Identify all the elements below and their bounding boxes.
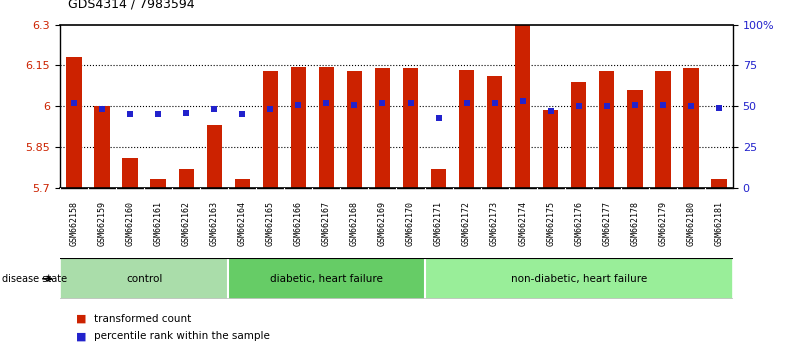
Point	[179, 110, 193, 115]
Text: GSM662165: GSM662165	[266, 200, 275, 246]
Text: GSM662172: GSM662172	[462, 200, 471, 246]
Bar	[228, 258, 425, 299]
Text: GSM662180: GSM662180	[686, 200, 695, 246]
Bar	[291, 67, 306, 188]
Point	[657, 102, 670, 107]
Text: GSM662167: GSM662167	[322, 200, 331, 246]
Bar	[235, 179, 250, 188]
Text: GSM662173: GSM662173	[490, 200, 499, 246]
Point	[517, 98, 529, 104]
Bar	[263, 72, 278, 188]
Text: GSM662168: GSM662168	[350, 200, 359, 246]
Point	[545, 108, 557, 114]
Bar	[66, 57, 82, 188]
Bar	[151, 179, 166, 188]
Point	[433, 115, 445, 120]
Bar	[683, 68, 698, 188]
Point	[572, 103, 585, 109]
Text: non-diabetic, heart failure: non-diabetic, heart failure	[510, 274, 647, 284]
Bar	[347, 71, 362, 188]
Text: disease state: disease state	[2, 274, 67, 284]
Bar	[599, 72, 614, 188]
Bar	[425, 258, 733, 299]
Bar	[627, 90, 642, 188]
Bar	[711, 179, 727, 188]
Point	[460, 100, 473, 106]
Text: GSM662160: GSM662160	[126, 200, 135, 246]
Text: GSM662161: GSM662161	[154, 200, 163, 246]
Bar	[207, 125, 222, 188]
Text: GSM662171: GSM662171	[434, 200, 443, 246]
Point	[320, 100, 333, 106]
Point	[348, 102, 360, 107]
Text: percentile rank within the sample: percentile rank within the sample	[94, 331, 270, 341]
Point	[208, 107, 221, 112]
Bar	[403, 68, 418, 188]
Bar	[123, 158, 138, 188]
Text: GSM662159: GSM662159	[98, 200, 107, 246]
Point	[292, 102, 304, 107]
Point	[67, 100, 80, 106]
Bar	[95, 106, 110, 188]
Bar	[459, 70, 474, 188]
Bar	[543, 110, 558, 188]
Text: ■: ■	[76, 331, 87, 341]
Text: GSM662166: GSM662166	[294, 200, 303, 246]
Point	[488, 100, 501, 106]
Text: GSM662163: GSM662163	[210, 200, 219, 246]
Point	[684, 103, 697, 109]
Text: GDS4314 / 7983594: GDS4314 / 7983594	[68, 0, 195, 11]
Point	[601, 103, 614, 109]
Bar	[319, 67, 334, 188]
Text: GSM662158: GSM662158	[70, 200, 78, 246]
Text: transformed count: transformed count	[94, 314, 191, 324]
Text: GSM662178: GSM662178	[630, 200, 639, 246]
Text: GSM662176: GSM662176	[574, 200, 583, 246]
Point	[405, 100, 417, 106]
Text: GSM662175: GSM662175	[546, 200, 555, 246]
Bar	[179, 169, 194, 188]
Bar	[571, 82, 586, 188]
Point	[376, 100, 389, 106]
Bar	[60, 258, 228, 299]
Text: GSM662170: GSM662170	[406, 200, 415, 246]
Text: GSM662177: GSM662177	[602, 200, 611, 246]
Text: GSM662174: GSM662174	[518, 200, 527, 246]
Point	[151, 112, 165, 117]
Text: GSM662169: GSM662169	[378, 200, 387, 246]
Text: control: control	[126, 274, 163, 284]
Point	[264, 107, 277, 112]
Point	[235, 112, 248, 117]
Point	[123, 112, 136, 117]
Text: GSM662162: GSM662162	[182, 200, 191, 246]
Bar	[487, 76, 502, 188]
Text: ■: ■	[76, 314, 87, 324]
Bar	[375, 68, 390, 188]
Bar	[431, 169, 446, 188]
Bar	[655, 72, 670, 188]
Bar	[515, 25, 530, 188]
Point	[713, 105, 726, 111]
Point	[628, 102, 641, 107]
Point	[96, 107, 109, 112]
Text: GSM662179: GSM662179	[658, 200, 667, 246]
Text: GSM662181: GSM662181	[714, 200, 723, 246]
Text: GSM662164: GSM662164	[238, 200, 247, 246]
Text: diabetic, heart failure: diabetic, heart failure	[270, 274, 383, 284]
